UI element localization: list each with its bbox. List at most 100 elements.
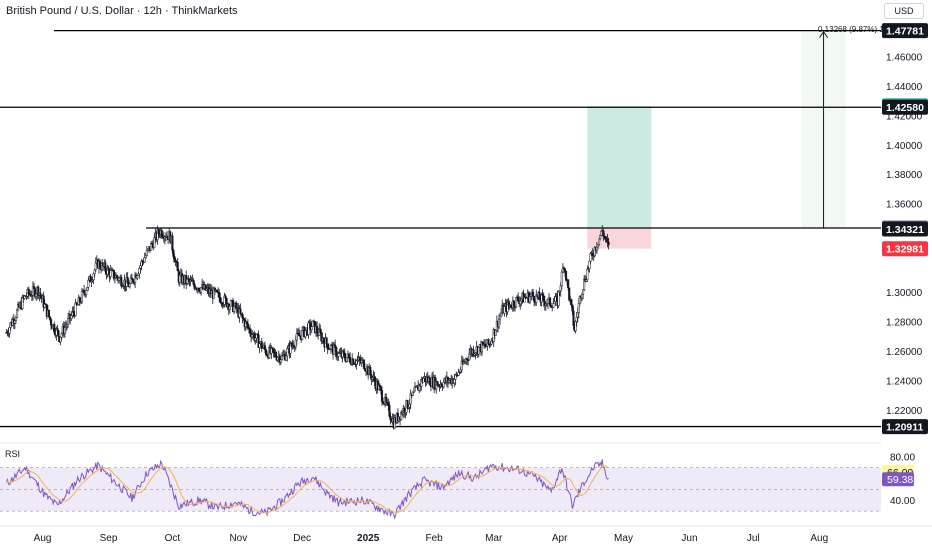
time-tick-label: May — [614, 533, 633, 544]
candle-body — [294, 339, 297, 348]
candle-body — [552, 303, 555, 308]
candle-body — [553, 301, 556, 304]
candle-body — [271, 347, 274, 350]
candle — [454, 373, 457, 386]
candle — [411, 391, 414, 396]
candle — [47, 309, 50, 319]
candle — [171, 232, 174, 254]
candle — [570, 298, 573, 308]
candle — [538, 287, 541, 300]
candle-body — [229, 300, 232, 307]
candle-body — [120, 277, 123, 287]
candle-body — [453, 379, 456, 384]
candle — [588, 260, 591, 273]
candle-body — [192, 280, 195, 285]
symbol-title: British Pound / U.S. Dollar · 12h · Thin… — [6, 5, 238, 17]
candle-body — [514, 297, 518, 308]
candle-body — [160, 230, 163, 237]
candle — [597, 238, 601, 246]
candle-body — [50, 319, 53, 326]
candle-body — [325, 337, 328, 345]
candle — [560, 269, 563, 290]
candle-body — [115, 275, 119, 279]
candle-body — [44, 303, 47, 306]
candle-body — [74, 302, 77, 317]
candle — [403, 406, 406, 418]
candle-body — [113, 277, 116, 279]
candle — [255, 333, 258, 344]
candle-body — [329, 345, 332, 350]
currency-button[interactable]: USD — [884, 3, 924, 19]
candle-body — [223, 295, 226, 305]
candle-body — [520, 298, 523, 302]
candle-body — [480, 341, 484, 353]
candle-body — [112, 269, 115, 279]
candle-body — [334, 344, 337, 348]
candle-body — [172, 249, 175, 257]
time-tick-label: Aug — [810, 533, 828, 544]
candle-body — [343, 353, 346, 359]
candle — [87, 277, 90, 291]
candle-body — [39, 292, 42, 296]
candle-body — [107, 267, 110, 271]
time-tick-label: Sep — [100, 533, 118, 544]
candle-body — [342, 350, 345, 354]
candle-body — [143, 257, 146, 263]
candle-body — [279, 359, 282, 363]
candle-body — [602, 230, 605, 237]
candle-body — [286, 348, 289, 357]
price-tag-1.34321: 1.34321 — [882, 221, 928, 237]
candle-body — [85, 290, 88, 295]
candle-body — [23, 295, 26, 299]
candle — [600, 230, 603, 237]
candle-body — [72, 311, 75, 314]
candle — [136, 274, 139, 281]
candle-body — [347, 353, 351, 358]
candle-body — [285, 355, 288, 361]
candle-body — [145, 249, 148, 256]
candle — [128, 281, 131, 289]
candle-body — [225, 298, 228, 307]
candle-body — [577, 303, 580, 314]
candle-body — [14, 317, 18, 321]
time-tick-label: 2025 — [357, 533, 380, 544]
rsi-line — [5, 459, 609, 520]
candle — [271, 346, 274, 354]
candle — [8, 325, 11, 338]
price-tick-label: 1.36000 — [886, 200, 923, 211]
price-tag-text: 1.20911 — [886, 421, 924, 433]
candle-body — [607, 242, 610, 246]
candle — [160, 227, 163, 239]
candle-body — [570, 299, 573, 306]
candle — [279, 358, 282, 365]
candle — [224, 293, 227, 301]
candle-body — [264, 349, 268, 355]
candle-body — [118, 277, 121, 281]
candle-body — [599, 235, 602, 240]
candle-body — [378, 384, 381, 388]
candle-body — [307, 322, 310, 335]
candle — [607, 237, 610, 250]
candle-body — [98, 261, 102, 268]
candle-body — [349, 356, 352, 363]
price-tag-bg — [882, 99, 928, 115]
time-tick-label: Apr — [552, 533, 568, 544]
candle-body — [468, 353, 471, 361]
price-tag-bg — [882, 23, 928, 39]
candle — [143, 252, 146, 263]
candle-body — [255, 333, 258, 339]
candle-body — [583, 278, 586, 290]
candle — [280, 352, 284, 361]
candle — [85, 288, 88, 298]
candle-body — [512, 300, 515, 307]
rsi-tick-label: 40.00 — [890, 496, 915, 507]
candle — [80, 287, 83, 305]
candle-body — [517, 296, 520, 302]
candle-body — [497, 318, 501, 328]
candle-body — [413, 386, 417, 392]
rsi-tag-text: 59.38 — [887, 474, 913, 486]
candle-body — [197, 287, 201, 291]
candle — [263, 341, 266, 353]
candle-body — [549, 297, 552, 306]
